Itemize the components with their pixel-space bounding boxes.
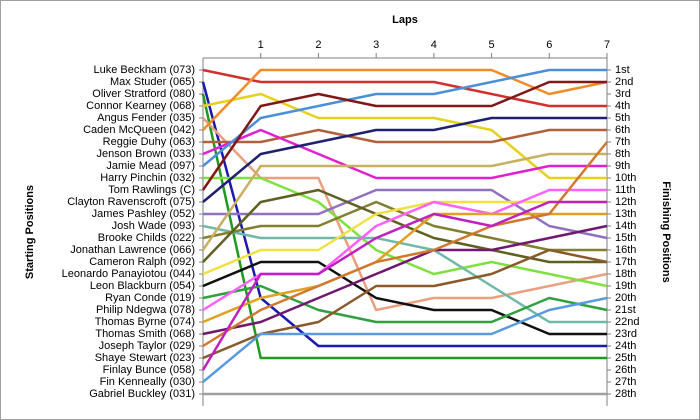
race-line	[202, 116, 607, 203]
race-line	[201, 80, 607, 191]
y2-tick-label: 14th	[615, 220, 636, 232]
y2-tick-label: 24th	[615, 340, 636, 352]
driver-label: Finlay Bunce (058)	[103, 364, 195, 376]
race-line	[202, 128, 607, 180]
y2-tick-label: 26th	[615, 364, 636, 376]
y-axis-title: Starting Positions	[24, 185, 36, 279]
race-line	[202, 296, 608, 383]
race-line	[202, 68, 608, 131]
x-tick-label: 6	[546, 39, 552, 51]
y2-tick-label: 2nd	[615, 76, 633, 88]
y2-tick-label: 13th	[615, 208, 636, 220]
driver-label: Joseph Taylor (029)	[99, 340, 195, 352]
driver-label: Leon Blackburn (054)	[90, 280, 195, 292]
driver-label: Philip Ndegwa (078)	[96, 304, 195, 316]
driver-label: Clayton Ravenscroft (075)	[67, 196, 195, 208]
race-line	[202, 68, 607, 167]
driver-label: Oliver Stratford (080)	[92, 88, 195, 100]
x-tick-label: 3	[373, 39, 379, 51]
race-line	[201, 93, 607, 360]
y2-tick-label: 12th	[615, 196, 636, 208]
x-tick-label: 5	[489, 39, 495, 51]
y2-tick-label: 22nd	[615, 316, 639, 328]
race-line	[202, 212, 607, 324]
y2-axis-title: Finishing Positions	[660, 181, 672, 282]
driver-label: Jonathan Lawrence (066)	[70, 244, 195, 256]
y2-tick-label: 20th	[615, 292, 636, 304]
driver-label: Max Studer (065)	[110, 76, 195, 88]
driver-label: Gabriel Buckley (031)	[89, 388, 195, 400]
y2-tick-label: 27th	[615, 376, 636, 388]
driver-label: Thomas Byrne (074)	[95, 316, 195, 328]
driver-label: Cameron Ralph (092)	[89, 256, 195, 268]
y2-tick-label: 10th	[615, 172, 636, 184]
race-line	[202, 284, 608, 324]
driver-label: James Pashley (052)	[92, 208, 195, 220]
y2-tick-label: 1st	[615, 64, 630, 76]
race-line	[202, 92, 607, 180]
x-tick-label: 1	[258, 39, 264, 51]
y2-tick-label: 28th	[615, 388, 636, 400]
y2-tick-label: 17th	[615, 256, 636, 268]
race-line	[202, 200, 607, 276]
race-line	[201, 200, 607, 371]
race-line	[202, 68, 607, 108]
driver-label: Angus Fender (035)	[97, 112, 195, 124]
driver-label: Ryan Conde (019)	[105, 292, 195, 304]
race-line	[202, 141, 608, 348]
driver-label: Thomas Smith (068)	[95, 328, 195, 340]
driver-label: Fin Kenneally (030)	[100, 376, 195, 388]
y2-tick-label: 18th	[615, 268, 636, 280]
y2-tick-label: 11th	[615, 184, 636, 196]
y2-tick-label: 9th	[615, 160, 630, 172]
driver-label: Luke Beckham (073)	[94, 64, 196, 76]
driver-label: Harry Pinchin (032)	[100, 172, 195, 184]
race-line	[202, 224, 608, 336]
driver-label: Caden McQueen (042)	[83, 124, 195, 136]
race-line	[202, 260, 607, 336]
y2-tick-label: 8th	[615, 148, 630, 160]
y2-tick-label: 15th	[615, 232, 636, 244]
race-line	[202, 224, 607, 324]
driver-label: Brooke Childs (022)	[98, 232, 195, 244]
x-tick-label: 4	[431, 39, 437, 51]
driver-label: Leonardo Panayiotou (044)	[62, 268, 195, 280]
y2-tick-label: 25th	[615, 352, 636, 364]
y2-tick-label: 5th	[615, 112, 630, 124]
driver-label: Shaye Stewart (023)	[95, 352, 195, 364]
y2-tick-label: 6th	[615, 124, 630, 136]
driver-label: Jamie Mead (097)	[106, 160, 195, 172]
y2-tick-label: 19th	[615, 280, 636, 292]
y2-tick-label: 21st	[615, 304, 636, 316]
y2-tick-label: 4th	[615, 100, 630, 112]
driver-label: Reggie Duhy (063)	[103, 136, 195, 148]
y2-tick-label: 23rd	[615, 328, 637, 340]
y2-tick-label: 3rd	[615, 88, 631, 100]
driver-label: Jenson Brown (033)	[97, 148, 195, 160]
x-tick-label: 7	[604, 39, 610, 51]
race-line	[203, 188, 608, 240]
driver-label: Tom Rawlings (C)	[108, 184, 195, 196]
driver-label: Connor Kearney (068)	[86, 100, 195, 112]
race-line	[201, 152, 607, 251]
race-line	[203, 128, 607, 144]
x-axis-title: Laps	[392, 14, 418, 26]
driver-label: Josh Wade (093)	[112, 220, 195, 232]
y2-tick-label: 16th	[615, 244, 636, 256]
race-line	[202, 248, 608, 360]
x-tick-label: 2	[315, 39, 321, 51]
y2-tick-label: 7th	[615, 136, 630, 148]
